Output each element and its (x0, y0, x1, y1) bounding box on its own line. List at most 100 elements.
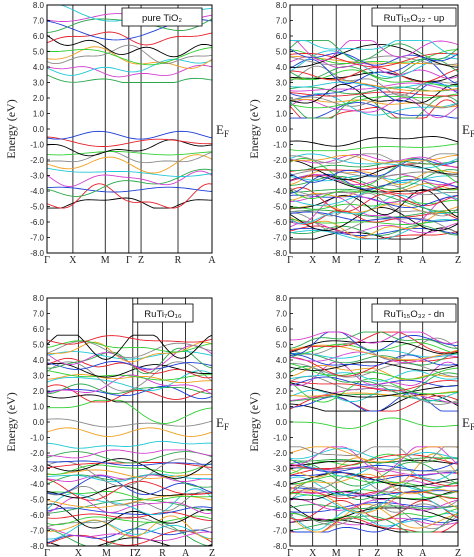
k-point-label: X (309, 548, 317, 557)
band-line (290, 82, 458, 92)
panel-label: RuTi₇O₁₆ (144, 309, 182, 320)
band-line (47, 74, 212, 83)
band-line (290, 331, 458, 344)
panel-ruti7o16: 8.0 7.0 6.0 5.0 4.0 3.0 2.0 1.0 0.0 -1.0 -2.0 -3.0 -… (4, 294, 229, 557)
band-line (47, 463, 212, 475)
band-line (290, 43, 458, 68)
band-line (290, 52, 458, 68)
band-line (47, 521, 212, 546)
y-tick-label: -6.0 (30, 218, 44, 227)
band-line (47, 458, 212, 479)
band-line (290, 490, 458, 501)
band-line (290, 476, 458, 496)
y-tick-label: 3.0 (276, 372, 288, 381)
band-line (290, 173, 458, 194)
band-line (290, 475, 458, 488)
band-line (47, 186, 212, 193)
y-tick-label: 4.0 (33, 63, 45, 72)
band-line (47, 478, 212, 501)
band-line (47, 167, 212, 177)
band-line (290, 331, 458, 354)
k-point-label: Γ (126, 255, 132, 266)
band-line (47, 335, 212, 345)
band-line (290, 363, 458, 380)
y-tick-label: 0.0 (276, 125, 288, 134)
k-point-label: Z (374, 548, 380, 557)
band-line (290, 354, 458, 367)
band-line (290, 187, 458, 213)
y-tick-label: 5.0 (276, 341, 288, 350)
y-tick-label: 8.0 (276, 1, 288, 10)
band-line (47, 136, 212, 147)
band-line (47, 515, 212, 526)
y-tick-label: 7.0 (276, 310, 288, 319)
band-line (47, 168, 212, 197)
y-tick-label: -2.0 (273, 449, 287, 458)
band-line (47, 44, 212, 65)
y-tick-label: 6.0 (33, 325, 45, 334)
k-point-label: Γ (358, 255, 364, 266)
y-tick-label: 6.0 (276, 32, 288, 41)
band-line (290, 188, 458, 214)
band-line (290, 489, 458, 500)
k-point-label: Z (135, 548, 141, 557)
band-line (47, 58, 212, 76)
band-line (47, 46, 212, 69)
band-line (290, 69, 458, 87)
band-line (290, 194, 458, 224)
y-axis-label: Energy (eV) (4, 392, 18, 451)
band-line (290, 392, 458, 412)
y-tick-label: 2.0 (33, 387, 45, 396)
y-tick-label: 1.0 (33, 403, 45, 412)
y-tick-label: 7.0 (33, 17, 45, 26)
band-line (47, 150, 212, 156)
band-line (290, 458, 458, 473)
panel-label: RuTi₁₅O₃₂ - dn (384, 309, 445, 320)
k-point-label: R (175, 255, 182, 266)
band-line (290, 473, 458, 493)
band-line (290, 169, 458, 186)
k-point-label: M (102, 548, 111, 557)
band-line (47, 418, 212, 428)
band-line (290, 361, 458, 371)
y-tick-label: -2.0 (273, 156, 287, 165)
band-line (290, 93, 458, 116)
band-line (47, 31, 212, 46)
band-line (47, 183, 212, 209)
y-tick-label: 3.0 (33, 372, 45, 381)
k-point-label: M (101, 255, 110, 266)
band-line (290, 512, 458, 533)
y-tick-label: 3.0 (33, 79, 45, 88)
y-tick-label: -3.0 (273, 465, 287, 474)
k-point-label: Z (138, 255, 144, 266)
band-line (47, 370, 212, 381)
k-point-label: X (75, 548, 83, 557)
band-line (47, 170, 212, 187)
band-line (290, 446, 458, 464)
band-line (47, 341, 212, 363)
y-tick-label: 4.0 (276, 63, 288, 72)
y-tick-label: -1.0 (30, 141, 44, 150)
band-line (47, 351, 212, 360)
band-line (290, 209, 458, 218)
band-line (47, 394, 212, 403)
y-tick-label: 4.0 (276, 356, 288, 365)
y-tick-label: 6.0 (276, 325, 288, 334)
band-line (290, 40, 458, 62)
panel-ruti15o32-dn: 8.0 7.0 6.0 5.0 4.0 3.0 2.0 1.0 0.0 -1.0 -2.0 -3.0 -… (247, 294, 474, 557)
band-line (47, 384, 212, 403)
y-tick-label: -5.0 (30, 203, 44, 212)
band-line (290, 461, 458, 487)
y-tick-label: -4.0 (30, 480, 44, 489)
band-line (290, 390, 458, 397)
band-line (290, 98, 458, 108)
band-line (290, 83, 458, 104)
band-line (47, 440, 212, 449)
band-line (47, 361, 212, 370)
band-line (290, 454, 458, 470)
y-tick-label: -5.0 (273, 203, 287, 212)
band-line (290, 212, 458, 238)
